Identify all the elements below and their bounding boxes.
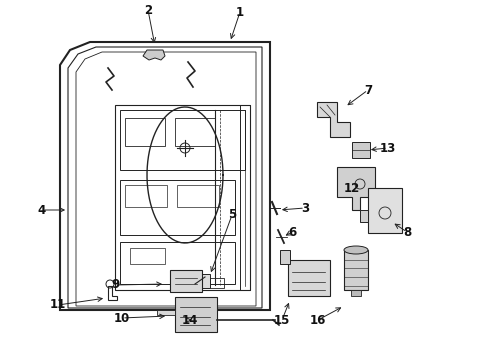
Text: 9: 9: [111, 279, 119, 292]
Text: 10: 10: [114, 311, 130, 324]
Text: 13: 13: [380, 141, 396, 154]
Text: 14: 14: [182, 314, 198, 327]
Text: 3: 3: [301, 202, 309, 215]
Text: 1: 1: [236, 5, 244, 18]
Bar: [125, 118, 165, 146]
Polygon shape: [317, 102, 350, 137]
Polygon shape: [368, 188, 402, 233]
Bar: [360, 210, 368, 222]
Bar: [177, 185, 219, 207]
Bar: [344, 250, 368, 290]
Bar: [280, 250, 290, 264]
Text: 5: 5: [228, 208, 236, 221]
Bar: [170, 270, 202, 292]
Bar: [175, 118, 215, 146]
Text: 15: 15: [274, 314, 290, 327]
Bar: [190, 274, 210, 288]
Text: 11: 11: [50, 298, 66, 311]
Text: 8: 8: [403, 225, 411, 238]
Text: 12: 12: [344, 181, 360, 194]
Text: 4: 4: [38, 203, 46, 216]
Text: 2: 2: [144, 4, 152, 17]
Bar: [120, 242, 235, 284]
Bar: [288, 260, 330, 296]
Bar: [120, 110, 245, 170]
Text: 6: 6: [288, 225, 296, 238]
Bar: [351, 290, 361, 296]
Polygon shape: [337, 167, 375, 210]
Polygon shape: [143, 50, 165, 60]
Ellipse shape: [344, 246, 368, 254]
Bar: [352, 142, 370, 158]
Bar: [130, 248, 165, 264]
Bar: [157, 310, 175, 315]
Text: 7: 7: [364, 84, 372, 96]
Bar: [120, 180, 235, 235]
Text: 16: 16: [310, 314, 326, 327]
Bar: [240, 105, 250, 290]
Bar: [210, 278, 224, 288]
Bar: [175, 297, 217, 332]
Bar: [125, 185, 167, 207]
